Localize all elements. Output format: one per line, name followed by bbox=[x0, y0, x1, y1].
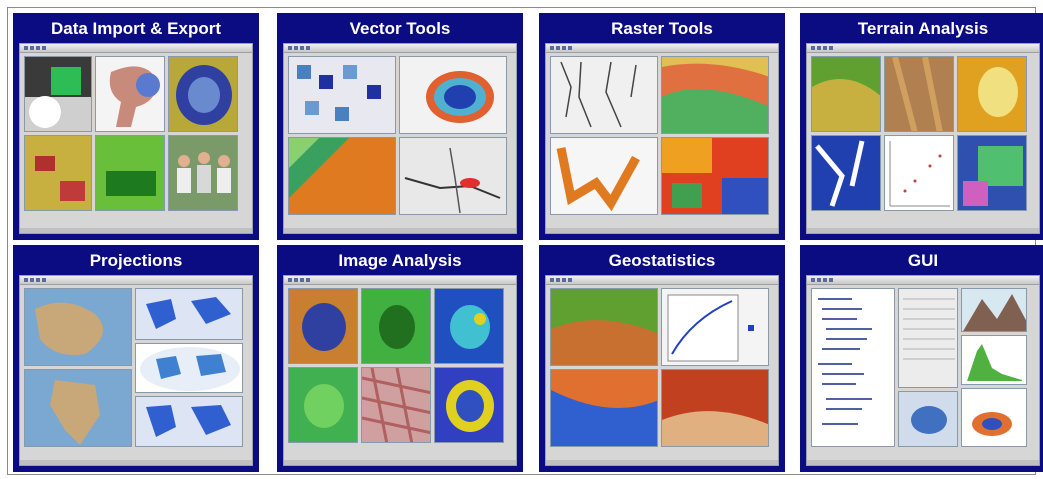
status-bar bbox=[807, 460, 1039, 465]
screenshot-window bbox=[283, 43, 517, 234]
gui-histogram-thumbnail bbox=[961, 335, 1027, 385]
tile-title: Raster Tools bbox=[611, 19, 713, 38]
gui-map-view-thumbnail bbox=[898, 391, 958, 447]
vegetation-map-thumbnail bbox=[95, 135, 165, 211]
world-map-blue-thumbnail bbox=[135, 288, 243, 340]
image-segment-a-thumbnail bbox=[288, 367, 358, 443]
screenshot-window bbox=[545, 275, 779, 466]
3d-surface-thumbnail bbox=[95, 56, 165, 132]
interpolated-surface-thumbnail bbox=[288, 137, 396, 215]
tile-title: Vector Tools bbox=[349, 19, 451, 38]
image-segment-b-thumbnail bbox=[434, 367, 504, 443]
tile-data-import-export[interactable]: Data Import & Export bbox=[13, 13, 259, 240]
status-bar bbox=[284, 460, 516, 465]
toolbar bbox=[284, 276, 516, 285]
image-texture-thumbnail bbox=[361, 367, 431, 443]
world-map-oval-thumbnail bbox=[135, 343, 243, 393]
toolbar bbox=[546, 276, 778, 285]
tile-projections[interactable]: Projections bbox=[13, 245, 259, 472]
image-classified-a-thumbnail bbox=[288, 288, 358, 364]
terrain-green-thumbnail bbox=[811, 56, 881, 132]
tile-title: GUI bbox=[907, 251, 939, 270]
network-map-thumbnail bbox=[399, 137, 507, 215]
polar-projection-thumbnail bbox=[24, 288, 132, 366]
image-classified-b-thumbnail bbox=[361, 288, 431, 364]
toolbar bbox=[20, 276, 252, 285]
screenshot-window bbox=[19, 275, 253, 466]
terrain-relief-thumbnail bbox=[884, 56, 954, 132]
terrain-classes-thumbnail bbox=[957, 135, 1027, 211]
world-map-cylindrical-thumbnail bbox=[135, 396, 243, 447]
tile-raster-tools[interactable]: Raster Tools bbox=[539, 13, 785, 240]
tile-title: Terrain Analysis bbox=[857, 19, 989, 38]
tile-gui[interactable]: GUI bbox=[800, 245, 1043, 472]
gui-3d-view-thumbnail bbox=[961, 288, 1027, 332]
tile-title: Data Import & Export bbox=[50, 19, 222, 38]
geostat-dem-thumbnail bbox=[550, 288, 658, 366]
group-photo-thumbnail bbox=[168, 135, 238, 211]
polygon-grid-thumbnail bbox=[288, 56, 396, 134]
tile-image-analysis[interactable]: Image Analysis bbox=[277, 245, 523, 472]
gui-tree-panel-thumbnail bbox=[811, 288, 895, 447]
buffer-zones-thumbnail bbox=[399, 56, 507, 134]
terrain-wetness-thumbnail bbox=[811, 135, 881, 211]
status-bar bbox=[546, 228, 778, 233]
screenshot-window bbox=[806, 43, 1040, 234]
toolbar bbox=[284, 44, 516, 53]
tile-title: Geostatistics bbox=[608, 251, 716, 270]
drainage-lines-thumbnail bbox=[550, 56, 658, 134]
status-bar bbox=[546, 460, 778, 465]
africa-projection-thumbnail bbox=[24, 369, 132, 447]
tile-title: Projections bbox=[89, 251, 183, 270]
tile-title: Image Analysis bbox=[338, 251, 462, 270]
screenshot-window bbox=[545, 43, 779, 234]
screenshot-window bbox=[19, 43, 253, 234]
tile-geostatistics[interactable]: Geostatistics bbox=[539, 245, 785, 472]
status-bar bbox=[284, 228, 516, 233]
terrain-elevation-thumbnail bbox=[957, 56, 1027, 132]
tile-vector-tools[interactable]: Vector Tools bbox=[277, 13, 523, 240]
toolbar bbox=[807, 44, 1039, 53]
tile-terrain-analysis[interactable]: Terrain Analysis bbox=[800, 13, 1043, 240]
terrain-scatterplot-thumbnail bbox=[884, 135, 954, 211]
gui-scatter-view-thumbnail bbox=[961, 388, 1027, 447]
slope-raster-thumbnail bbox=[661, 56, 769, 134]
toolbar bbox=[20, 44, 252, 53]
land-use-map-thumbnail bbox=[24, 135, 92, 211]
grayscale-dem-thumbnail bbox=[24, 56, 92, 132]
toolbar bbox=[546, 44, 778, 53]
status-bar bbox=[20, 228, 252, 233]
screenshot-window bbox=[806, 275, 1040, 466]
status-bar bbox=[20, 460, 252, 465]
classified-map-thumbnail bbox=[168, 56, 238, 132]
status-bar bbox=[807, 228, 1039, 233]
watershed-basins-thumbnail bbox=[661, 137, 769, 215]
gui-properties-panel-thumbnail bbox=[898, 288, 958, 388]
image-classified-c-thumbnail bbox=[434, 288, 504, 364]
river-channels-thumbnail bbox=[550, 137, 658, 215]
toolbar bbox=[807, 276, 1039, 285]
gallery-frame: Data Import & Export bbox=[7, 7, 1043, 475]
variogram-plot-thumbnail bbox=[661, 288, 769, 366]
screenshot-window bbox=[283, 275, 517, 466]
geostat-kriging-thumbnail bbox=[550, 369, 658, 447]
geostat-surface-thumbnail bbox=[661, 369, 769, 447]
